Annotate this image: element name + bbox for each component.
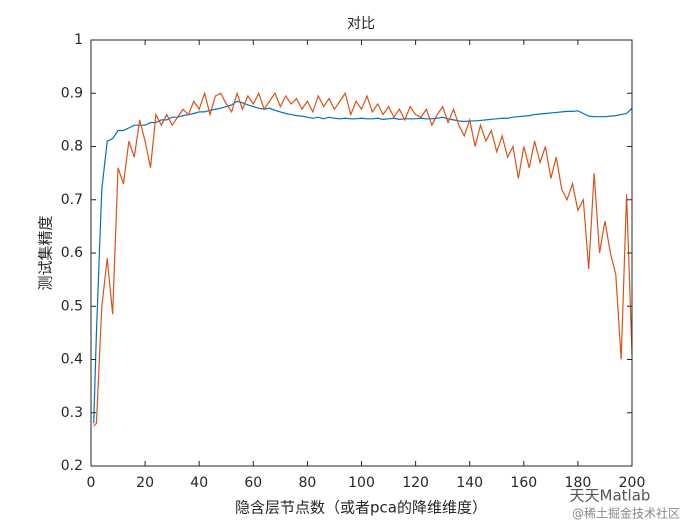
line-series [93,91,633,427]
x-tick-label: 80 [298,475,316,491]
chart-title: 对比 [347,16,375,32]
plot-area [91,40,632,466]
y-tick-label: 0.2 [61,458,83,474]
x-tick-label: 100 [348,475,375,491]
x-tick-label: 180 [565,475,592,491]
y-tick-label: 1 [74,32,83,48]
y-tick-label: 0.7 [61,192,83,208]
axes-box [90,39,633,467]
y-tick-label: 0.8 [61,139,83,155]
x-tick-label: 160 [510,475,537,491]
y-tick-label: 0.6 [61,245,83,261]
x-tick-label: 0 [87,475,96,491]
y-axis-label: 测试集精度 [37,215,55,290]
y-tick-label: 0.3 [61,405,83,421]
x-tick-label: 20 [136,475,154,491]
y-tick-label: 0.9 [61,85,83,101]
watermark: @稀土掘金技术社区 [572,506,680,521]
x-tick-label: 40 [190,475,208,491]
x-tick-label: 140 [456,475,483,491]
y-tick-label: 0.4 [61,352,83,368]
x-tick-label: 200 [619,475,646,491]
watermark: 天天Matlab [570,487,651,505]
x-tick-label: 60 [244,475,262,491]
line-series [93,100,633,424]
x-tick-label: 120 [402,475,429,491]
x-axis-label: 隐含层节点数（或者pca的降维维度） [235,499,487,517]
y-tick-label: 0.5 [61,298,83,314]
